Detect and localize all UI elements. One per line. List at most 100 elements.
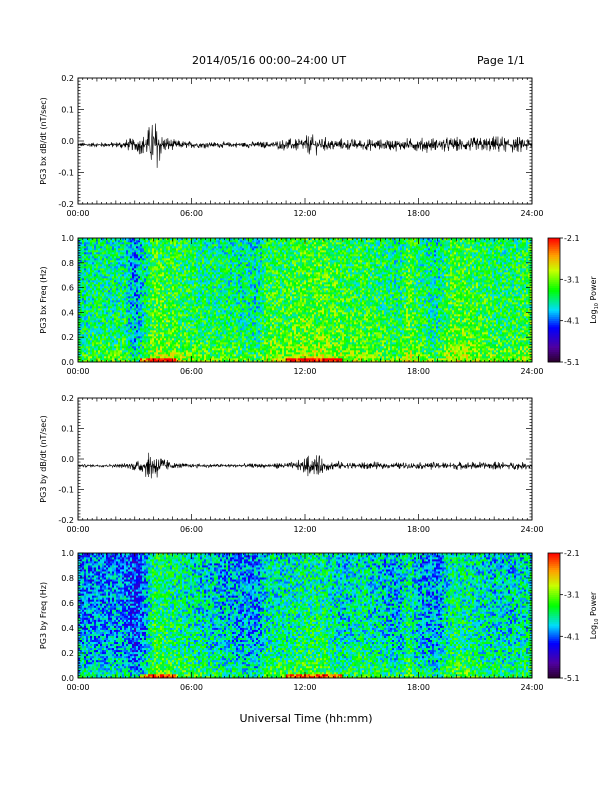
- spectrogram-cell: [156, 272, 158, 274]
- spectrogram-cell: [88, 276, 90, 278]
- spectrogram-cell: [92, 354, 94, 356]
- spectrogram-cell: [86, 302, 88, 304]
- spectrogram-cell: [98, 282, 100, 284]
- spectrogram-cell: [176, 256, 178, 258]
- spectrogram-cell: [148, 308, 150, 310]
- spectrogram-cell: [220, 346, 222, 348]
- spectrogram-cell: [170, 280, 172, 282]
- spectrogram-cell: [144, 320, 146, 322]
- spectrogram-cell: [136, 242, 138, 244]
- spectrogram-cell: [202, 298, 204, 300]
- spectrogram-cell: [130, 352, 132, 354]
- spectrogram-cell: [160, 340, 162, 342]
- spectrogram-cell: [128, 258, 130, 260]
- spectrogram-cell: [218, 242, 220, 244]
- spectrogram-cell: [156, 340, 158, 342]
- spectrogram-cell: [216, 320, 218, 322]
- spectrogram-cell: [124, 316, 126, 318]
- spectrogram-cell: [112, 276, 114, 278]
- spectrogram-cell: [212, 242, 214, 244]
- spectrogram-cell: [132, 314, 134, 316]
- spectrogram-cell: [194, 266, 196, 268]
- spectrogram-cell: [146, 294, 148, 296]
- spectrogram-cell: [156, 288, 158, 290]
- spectrogram-cell: [198, 246, 200, 248]
- spectrogram-cell: [196, 334, 198, 336]
- spectrogram-cell: [138, 242, 140, 244]
- spectrogram-cell: [106, 354, 108, 356]
- spectrogram-cell: [114, 252, 116, 254]
- spectrogram-cell: [124, 342, 126, 344]
- spectrogram-cell: [140, 256, 142, 258]
- spectrogram-cell: [158, 344, 160, 346]
- spectrogram-cell: [170, 332, 172, 334]
- spectrogram-cell: [186, 266, 188, 268]
- spectrogram-cell: [152, 296, 154, 298]
- spectrogram-cell: [116, 352, 118, 354]
- spectrogram-cell: [226, 308, 228, 310]
- spectrogram-cell: [200, 354, 202, 356]
- spectrogram-cell: [106, 242, 108, 244]
- spectrogram-cell: [108, 286, 110, 288]
- spectrogram-cell: [164, 324, 166, 326]
- spectrogram-cell: [160, 338, 162, 340]
- spectrogram-cell: [124, 298, 126, 300]
- spectrogram-cell: [146, 274, 148, 276]
- spectrogram-cell: [94, 326, 96, 328]
- spectrogram-cell: [166, 298, 168, 300]
- spectrogram-cell: [202, 242, 204, 244]
- spectrogram-cell: [114, 284, 116, 286]
- spectrogram-cell: [126, 254, 128, 256]
- spectrogram-cell: [156, 256, 158, 258]
- spectrogram-cell: [92, 326, 94, 328]
- spectrogram-cell: [192, 324, 194, 326]
- spectrogram-cell: [126, 278, 128, 280]
- spectrogram-cell: [202, 314, 204, 316]
- spectrogram-cell: [114, 250, 116, 252]
- spectrogram-cell: [126, 338, 128, 340]
- spectrogram-cell: [128, 276, 130, 278]
- spectrogram-cell: [204, 328, 206, 330]
- spectrogram-cell: [144, 288, 146, 290]
- spectrogram-cell: [104, 300, 106, 302]
- spectrogram-cell: [176, 272, 178, 274]
- spectrogram-cell: [196, 344, 198, 346]
- spectrogram-cell: [160, 258, 162, 260]
- spectrogram-cell: [172, 304, 174, 306]
- spectrogram-cell: [122, 270, 124, 272]
- spectrogram-cell: [132, 350, 134, 352]
- spectrogram-cell: [174, 272, 176, 274]
- spectrogram-cell: [106, 346, 108, 348]
- spectrogram-cell: [228, 252, 230, 254]
- spectrogram-cell: [168, 266, 170, 268]
- spectrogram-cell: [216, 264, 218, 266]
- spectrogram-cell: [206, 274, 208, 276]
- spectrogram-cell: [112, 356, 114, 358]
- spectrogram-cell: [108, 264, 110, 266]
- spectrogram-cell: [98, 342, 100, 344]
- spectrogram-cell: [90, 300, 92, 302]
- spectrogram-cell: [166, 306, 168, 308]
- spectrogram-cell: [210, 330, 212, 332]
- spectrogram-cell: [90, 326, 92, 328]
- spectrogram-cell: [130, 296, 132, 298]
- spectrogram-cell: [210, 348, 212, 350]
- spectrogram-cell: [154, 290, 156, 292]
- spectrogram-cell: [218, 282, 220, 284]
- spectrogram-cell: [160, 336, 162, 338]
- spectrogram-cell: [148, 248, 150, 250]
- spectrogram-cell: [226, 292, 228, 294]
- spectrogram-cell: [160, 352, 162, 354]
- spectrogram-cell: [194, 254, 196, 256]
- spectrogram-cell: [172, 336, 174, 338]
- spectrogram-cell: [168, 272, 170, 274]
- spectrogram-cell: [224, 254, 226, 256]
- spectrogram-cell: [142, 284, 144, 286]
- spectrogram-cell: [162, 356, 164, 358]
- spectrogram-cell: [172, 262, 174, 264]
- spectrogram-cell: [206, 352, 208, 354]
- spectrogram-cell: [214, 284, 216, 286]
- spectrogram-cell: [100, 244, 102, 246]
- spectrogram-cell: [146, 268, 148, 270]
- spectrogram-cell: [102, 302, 104, 304]
